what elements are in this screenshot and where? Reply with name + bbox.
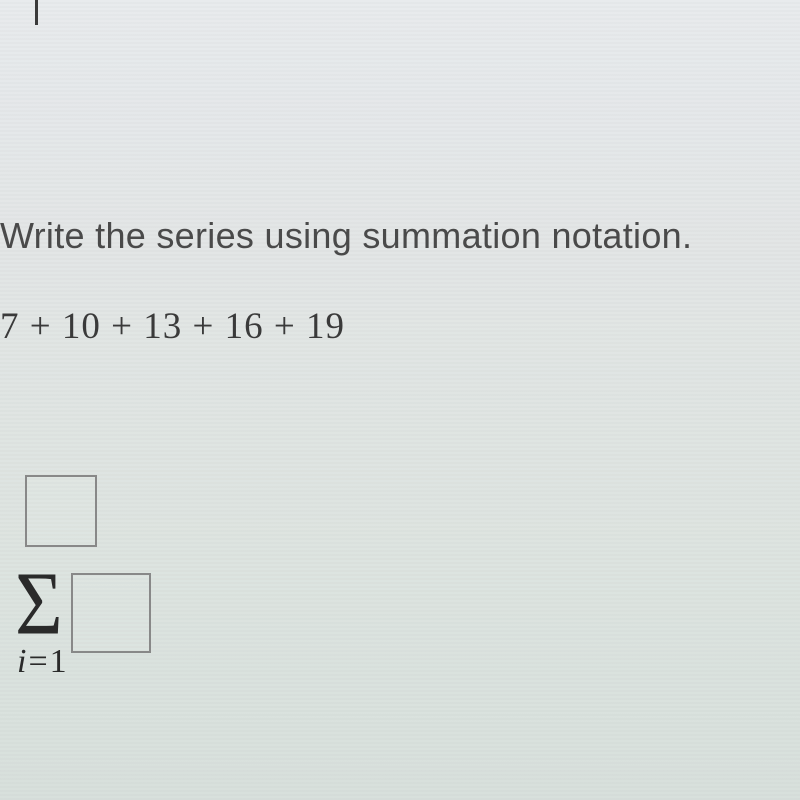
fragment-line [35,0,38,25]
question-prompt: Write the series using summation notatio… [0,215,692,257]
sigma-row: Σ [15,555,151,653]
series-expression: 7 + 10 + 13 + 16 + 19 [0,305,345,348]
top-edge-fragment [35,0,40,25]
expression-input[interactable] [71,573,151,653]
summation-notation: Σ i=1 [15,475,151,681]
upper-limit-input[interactable] [25,475,97,547]
sigma-symbol: Σ [15,568,63,640]
